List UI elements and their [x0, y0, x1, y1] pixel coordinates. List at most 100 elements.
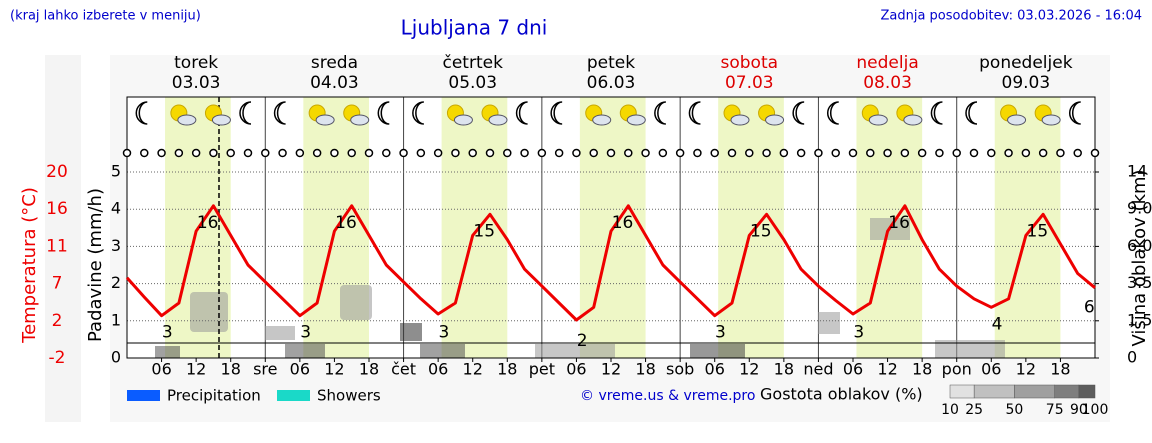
day-date: 08.03 [863, 73, 912, 93]
x-tick-label: 06 [566, 360, 586, 379]
x-tick-label: 18 [221, 360, 241, 379]
cloud-scale-box [949, 384, 975, 399]
day-name: četrtek [442, 53, 503, 73]
wind-marker [900, 148, 910, 158]
x-tick-label: 06 [981, 360, 1001, 379]
cloud-icon [765, 114, 785, 126]
day-name: petek [587, 53, 635, 73]
x-tick-label: 12 [739, 360, 759, 379]
note: (kraj lahko izberete v meniju) [10, 9, 201, 24]
temp-tick-label: -2 [49, 348, 66, 368]
wind-marker [1004, 148, 1013, 158]
wind-marker [312, 148, 322, 158]
wind-marker [606, 148, 616, 158]
temp-tick-label: 11 [46, 236, 68, 256]
cloud-icon [730, 114, 750, 126]
wind-marker [433, 148, 443, 158]
wind-marker [762, 148, 771, 158]
day-date: 04.03 [310, 73, 359, 93]
wind-marker [347, 148, 356, 158]
legend-label: Showers [317, 387, 381, 405]
day-date: 05.03 [448, 73, 497, 93]
cloud-scale-label: 50 [1006, 402, 1024, 418]
day-name: nedelja [856, 53, 918, 73]
moon-icon [1069, 101, 1081, 125]
x-tick-label: 06 [705, 360, 725, 379]
temp-extreme-label: 3 [438, 323, 449, 343]
x-tick-label: 18 [359, 360, 379, 379]
x-tick-label: 18 [912, 360, 932, 379]
wind-marker [520, 148, 529, 158]
wind-marker [831, 148, 840, 158]
daylight-band [718, 97, 784, 358]
day-name: sobota [721, 53, 779, 73]
day-date: 03.03 [172, 73, 221, 93]
wind-marker [641, 148, 650, 158]
wind-marker [1073, 148, 1082, 158]
y-tick-label: 3 [111, 236, 121, 255]
temp-extreme-label: 16 [335, 213, 357, 233]
y-tick-label: 4 [111, 199, 121, 218]
temp-extreme-label: 4 [992, 314, 1003, 334]
wind-marker [779, 148, 789, 158]
temp-extreme-label: 16 [888, 213, 910, 233]
wind-marker [157, 148, 166, 158]
credit: © vreme.us & vreme.pro [580, 388, 755, 404]
cloud-icon [488, 114, 508, 126]
temperature-line [125, 204, 1096, 322]
x-tick-label: 12 [463, 360, 483, 379]
cloud-patch [190, 292, 228, 332]
wind-marker [866, 148, 875, 158]
day-name: sreda [311, 53, 358, 73]
y2-tick-label: 3.5 [1127, 273, 1152, 292]
wind-marker [969, 148, 979, 158]
wind-marker [503, 148, 512, 158]
x-tick-label: 06 [290, 360, 310, 379]
wind-marker [1090, 148, 1100, 158]
wind-marker [468, 148, 477, 158]
wind-marker [209, 148, 218, 158]
wind-marker [295, 148, 305, 158]
wind-marker [848, 148, 858, 158]
moon-icon [273, 101, 286, 125]
x-tick-label: pon [942, 360, 972, 379]
x-tick-label: sre [253, 360, 277, 379]
cloud-patch [265, 326, 295, 340]
temp-extreme-label: 16 [197, 213, 219, 233]
cloud-scale-label: 10 [941, 402, 959, 418]
wind-marker [122, 148, 132, 158]
x-tick-label: 12 [877, 360, 897, 379]
temp-tick-label: 20 [46, 162, 68, 182]
x-tick-label: 06 [843, 360, 863, 379]
x-tick-label: 18 [774, 360, 794, 379]
day-name: torek [174, 53, 218, 73]
x-tick-label: ned [803, 360, 833, 379]
x-tick-label: pet [529, 360, 555, 379]
wind-marker [485, 148, 495, 158]
cloud-scale-title: Gostota oblakov (%) [760, 385, 923, 404]
wind-marker [935, 148, 944, 158]
cloud-icon [350, 114, 370, 126]
x-tick-label: 12 [324, 360, 344, 379]
x-tick-label: 06 [428, 360, 448, 379]
moon-icon [654, 101, 666, 125]
cloud-patch [935, 340, 1005, 358]
cloud-density [155, 218, 1005, 358]
temp-extreme-label: 16 [612, 213, 634, 233]
wind-marker [451, 148, 460, 158]
left-panel [45, 55, 81, 422]
wind-marker [693, 148, 702, 158]
wind-marker [710, 148, 719, 158]
wind-marker [952, 148, 961, 158]
day-date: 06.03 [587, 73, 636, 93]
wind-marker [399, 148, 408, 158]
wind-marker [191, 148, 201, 158]
wind-marker [226, 148, 235, 158]
wind-marker [987, 148, 996, 158]
moon-icon [412, 101, 424, 125]
day-name: ponedeljek [979, 53, 1073, 73]
temp-extreme-label: 3 [715, 323, 726, 343]
cloud-patch [285, 344, 325, 358]
wind-marker [140, 148, 149, 158]
